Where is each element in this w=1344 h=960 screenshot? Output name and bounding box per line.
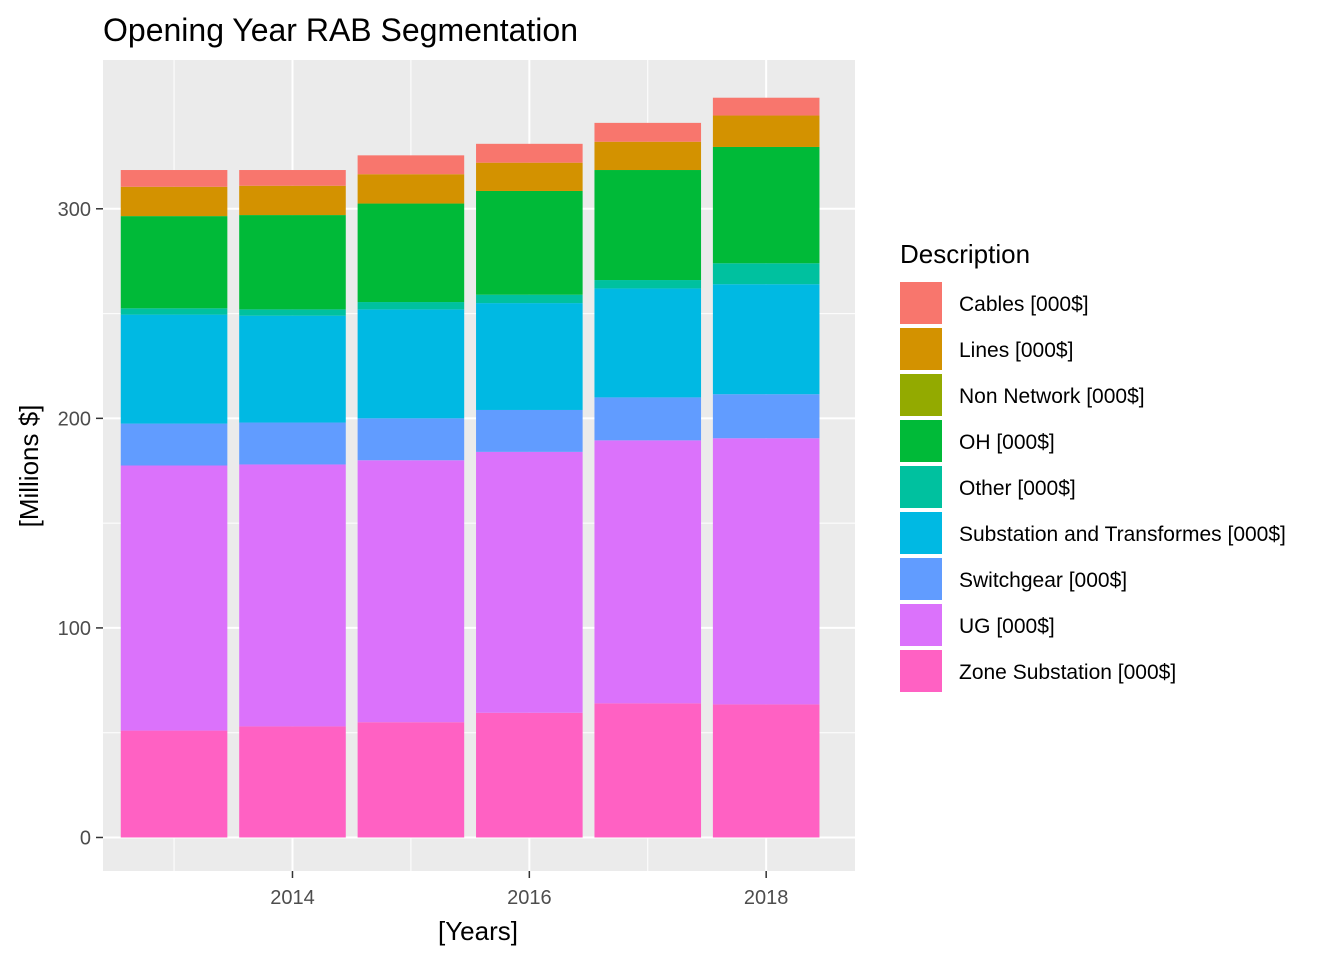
legend-swatch (900, 650, 942, 692)
bar-ug-2014 (239, 464, 346, 727)
bar-cables-2017 (594, 122, 702, 142)
legend-label: Substation and Transformes [000$] (959, 523, 1286, 546)
bar-cables-2016 (476, 143, 583, 163)
x-tick-label: 2018 (744, 887, 789, 909)
bar-lines-2018 (712, 115, 820, 147)
bar-switchgear-2013 (120, 423, 228, 466)
y-tick-label: 0 (80, 827, 91, 849)
bar-zone-substation-2017 (594, 703, 702, 838)
x-axis-title: [Years] (438, 916, 518, 946)
bar-lines-2015 (357, 174, 465, 204)
legend-label: Other [000$] (959, 477, 1076, 500)
bar-zone-substation-2016 (476, 712, 583, 838)
x-tick-label: 2016 (507, 887, 552, 909)
bar-oh-2014 (239, 215, 346, 310)
legend-label: UG [000$] (959, 615, 1055, 638)
bar-substation-and-transformes-2017 (594, 288, 702, 398)
bar-oh-2013 (120, 216, 228, 309)
bar-ug-2015 (357, 460, 465, 723)
y-tick-label: 100 (58, 618, 91, 640)
legend-swatch (900, 466, 942, 508)
legend-label: OH [000$] (959, 431, 1055, 454)
legend-label: Lines [000$] (959, 339, 1073, 362)
bar-zone-substation-2013 (120, 730, 228, 838)
bar-other-2014 (239, 309, 346, 316)
bar-other-2016 (476, 294, 583, 304)
bar-cables-2013 (120, 170, 228, 187)
bar-cables-2018 (712, 97, 820, 116)
bar-switchgear-2014 (239, 422, 346, 465)
bar-substation-and-transformes-2013 (120, 314, 228, 424)
y-axis-title: [Millions $] (14, 405, 44, 528)
bar-ug-2013 (120, 465, 228, 731)
legend-label: Non Network [000$] (959, 385, 1145, 408)
legend-swatch (900, 328, 942, 370)
legend-swatch (900, 604, 942, 646)
bar-lines-2013 (120, 186, 228, 217)
bar-switchgear-2015 (357, 418, 465, 461)
bar-switchgear-2017 (594, 397, 702, 441)
bar-ug-2017 (594, 440, 702, 704)
bar-ug-2016 (476, 451, 583, 713)
y-tick-label: 300 (58, 199, 91, 221)
bar-cables-2015 (357, 155, 465, 175)
bar-oh-2015 (357, 203, 465, 303)
bar-ug-2018 (712, 438, 820, 705)
legend-label: Zone Substation [000$] (959, 661, 1176, 684)
legend-label: Cables [000$] (959, 293, 1089, 316)
legend-swatch (900, 420, 942, 462)
legend-title: Description (900, 239, 1030, 269)
legend-swatch (900, 512, 942, 554)
bar-oh-2016 (476, 190, 583, 295)
bar-zone-substation-2015 (357, 722, 465, 838)
bar-oh-2018 (712, 146, 820, 264)
bar-other-2013 (120, 308, 228, 315)
bar-lines-2017 (594, 141, 702, 171)
bars (120, 97, 820, 838)
bar-zone-substation-2018 (712, 704, 820, 838)
bar-oh-2017 (594, 170, 702, 281)
legend: Description Cables [000$] Lines [000$] Non… (900, 239, 1286, 692)
legend-swatch (900, 374, 942, 416)
bar-lines-2014 (239, 185, 346, 216)
legend-label: Switchgear [000$] (959, 569, 1127, 592)
bar-lines-2016 (476, 162, 583, 191)
x-tick-label: 2014 (270, 887, 315, 909)
bar-zone-substation-2014 (239, 726, 346, 838)
y-tick-label: 200 (58, 408, 91, 430)
bar-substation-and-transformes-2014 (239, 315, 346, 423)
bar-other-2015 (357, 302, 465, 310)
bar-substation-and-transformes-2018 (712, 284, 820, 395)
bar-substation-and-transformes-2016 (476, 303, 583, 410)
y-axis: 0 100 200 300 (58, 199, 103, 849)
bar-switchgear-2016 (476, 409, 583, 452)
bar-other-2017 (594, 280, 702, 289)
bar-cables-2014 (239, 170, 346, 186)
bar-switchgear-2018 (712, 394, 820, 439)
legend-swatch (900, 558, 942, 600)
x-axis: 2014 2016 2018 (270, 871, 788, 909)
legend-swatch (900, 282, 942, 324)
bar-other-2018 (712, 263, 820, 285)
chart-title: Opening Year RAB Segmentation (103, 12, 578, 48)
bar-substation-and-transformes-2015 (357, 309, 465, 419)
